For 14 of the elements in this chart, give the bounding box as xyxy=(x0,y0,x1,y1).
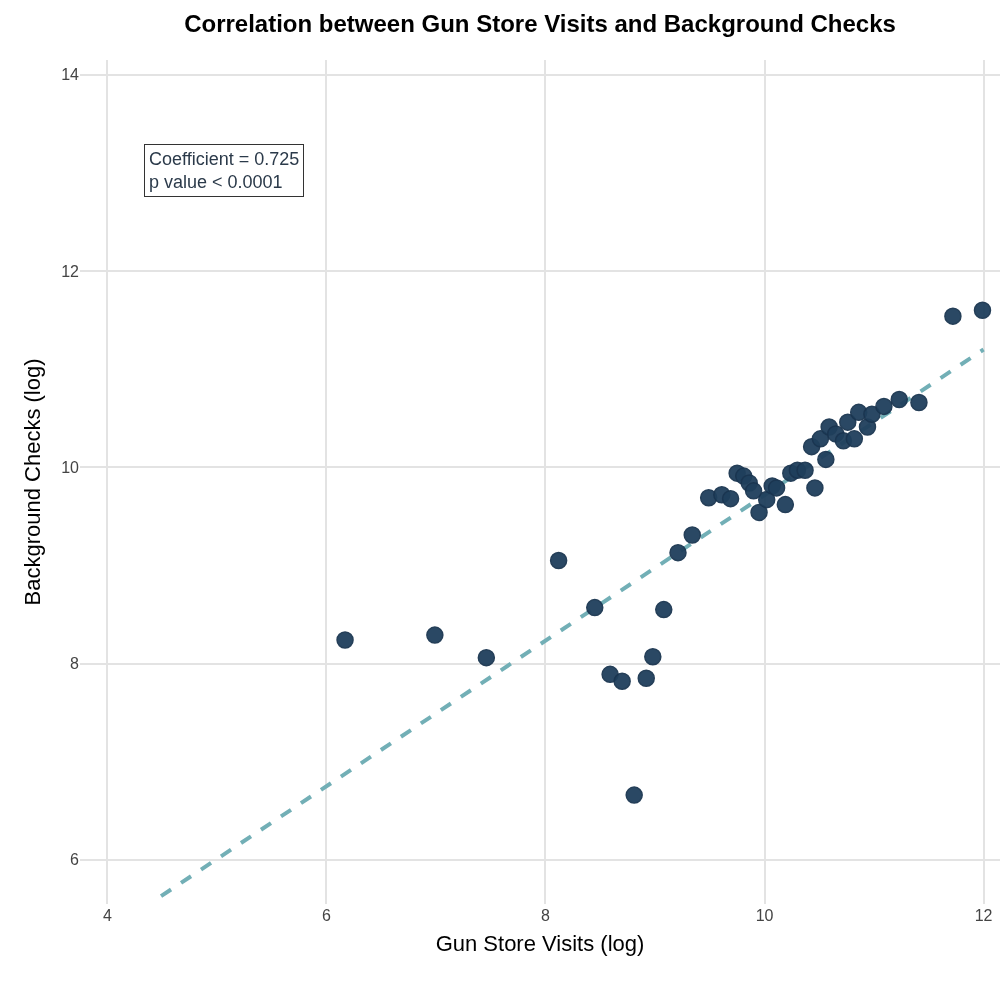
x-tick-label: 10 xyxy=(755,907,774,924)
y-axis-title: Background Checks (log) xyxy=(20,358,45,606)
y-tick-label: 6 xyxy=(70,851,80,869)
x-tick-label: 4 xyxy=(102,907,112,924)
y-tick-label: 8 xyxy=(70,655,80,673)
chart-title: Correlation between Gun Store Visits and Background Checks xyxy=(184,9,896,37)
y-tick-label: 14 xyxy=(61,66,80,84)
x-tick-label: 8 xyxy=(541,907,551,924)
x-tick-label: 12 xyxy=(974,907,993,924)
y-tick-label: 10 xyxy=(61,458,80,476)
x-axis-title: Gun Store Visits (log) xyxy=(435,930,645,956)
y-tick-label: 12 xyxy=(61,262,80,280)
annotation: Coefficient = 0.725 p value < 0.0001 xyxy=(149,149,300,193)
x-tick-label: 6 xyxy=(321,907,331,924)
